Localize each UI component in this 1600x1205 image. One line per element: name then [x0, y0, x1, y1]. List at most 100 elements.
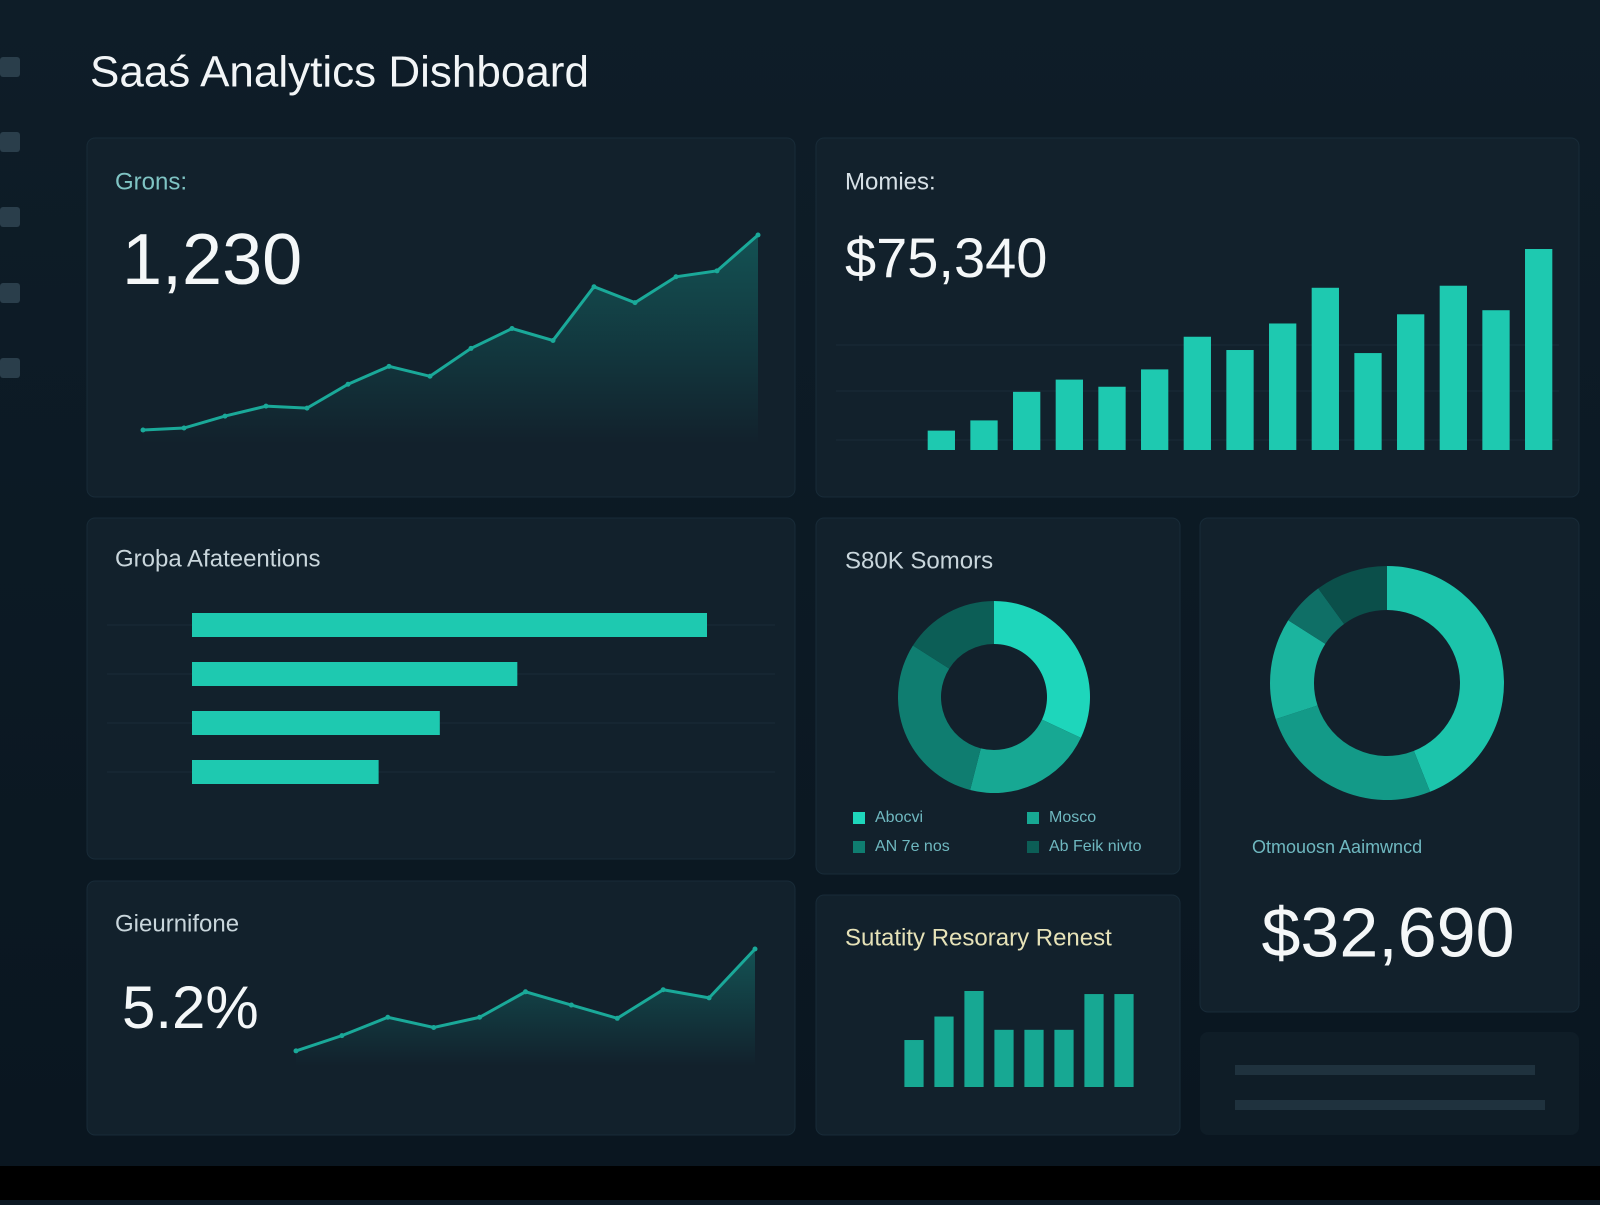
line-point [706, 995, 712, 1001]
line-point [431, 1024, 437, 1030]
line-point [293, 1048, 299, 1054]
bar [1439, 285, 1467, 450]
bar [1098, 386, 1126, 450]
card [815, 517, 1181, 875]
line-point [304, 405, 310, 411]
bar [927, 430, 955, 450]
bar [1311, 287, 1339, 450]
donut-segment [897, 645, 981, 790]
bar [904, 1040, 924, 1087]
bar [934, 1016, 954, 1087]
line-point [523, 989, 528, 995]
card [1200, 1032, 1579, 1135]
legend-label: Ab Feik nivto [1049, 838, 1142, 855]
card-label: Gieurnifone [115, 910, 239, 937]
legend-label: Abocvi [875, 809, 923, 826]
bar [1055, 379, 1083, 450]
bottom-band [0, 1166, 1600, 1200]
donut-segment [970, 719, 1081, 794]
bar [1013, 391, 1041, 450]
hbar [192, 760, 379, 784]
card-label: Grons: [115, 168, 187, 195]
legend-label: AN 7e nos [875, 838, 950, 855]
card [86, 880, 796, 1136]
line-point [673, 274, 679, 280]
line-point [752, 946, 758, 952]
donut-segment [1270, 620, 1326, 720]
cards: Grons: 1,230 Momies: $75,340 Groþa Afateenti… [86, 137, 1580, 1136]
card-value: $32,690 [1261, 893, 1514, 971]
line-point [263, 403, 269, 409]
bar [1024, 1029, 1044, 1087]
nav-icon[interactable] [0, 358, 20, 378]
donut-segment [1275, 705, 1431, 800]
donut-segment [912, 601, 994, 669]
bar [1482, 310, 1510, 450]
nav-icon[interactable] [0, 207, 20, 227]
line-point [550, 337, 556, 343]
bar [1354, 353, 1382, 450]
bar [964, 991, 984, 1087]
legend-swatch [853, 841, 865, 853]
legend-swatch [1027, 812, 1039, 824]
line-point [614, 1015, 620, 1021]
card-value: 1,230 [122, 220, 302, 300]
line-point [427, 373, 433, 379]
nav-icon[interactable] [0, 283, 20, 303]
legend-label: Mosco [1049, 809, 1096, 826]
placeholder-line [1235, 1100, 1545, 1110]
bar [1141, 369, 1169, 450]
line-area [143, 235, 758, 444]
bar [1183, 336, 1211, 450]
card-value: 5.2% [122, 974, 259, 1041]
bar [1084, 994, 1104, 1087]
bar [1525, 249, 1553, 450]
line-point [385, 1014, 391, 1020]
line-area [296, 949, 755, 1066]
card-label: S80K Somors [845, 547, 993, 574]
bar [970, 420, 998, 450]
nav-icon[interactable] [0, 57, 20, 77]
placeholder-line [1235, 1065, 1535, 1075]
line-point [714, 268, 720, 274]
line-point [181, 425, 187, 431]
bar [1269, 323, 1297, 450]
bar [1114, 994, 1134, 1087]
line-point [339, 1033, 345, 1039]
line-point [386, 363, 392, 369]
card [815, 137, 1580, 498]
line-point [222, 413, 228, 419]
page-title: Saaś Analytics Dishboard [90, 48, 589, 97]
line-point [568, 1002, 574, 1008]
line-point [140, 427, 146, 433]
line-point [591, 284, 597, 290]
card-label: Otmouosn Aaimwncd [1252, 837, 1422, 857]
sidebar [0, 57, 20, 378]
donut-segment [1288, 588, 1345, 644]
bar [1397, 314, 1425, 450]
line-point [755, 232, 761, 238]
line-point [477, 1014, 483, 1020]
hbar [192, 711, 440, 735]
line-point [632, 300, 638, 306]
legend-swatch [853, 812, 865, 824]
card-label: Sutatity Resorary Renest [845, 924, 1112, 951]
bar [1054, 1029, 1074, 1087]
bar [994, 1029, 1014, 1087]
donut-segment [994, 601, 1090, 738]
donut-segment [1387, 566, 1505, 792]
line-point [468, 345, 474, 351]
legend-swatch [1027, 841, 1039, 853]
bar [1226, 350, 1254, 450]
nav-icon[interactable] [0, 132, 20, 152]
hbar [192, 613, 707, 637]
card-label: Groþa Afateentions [115, 545, 320, 572]
donut-segment [1318, 566, 1387, 624]
line-point [345, 381, 351, 387]
line [142, 233, 759, 432]
card-label: Momies: [845, 168, 936, 195]
line-point [660, 987, 666, 993]
card-value: $75,340 [845, 226, 1047, 289]
